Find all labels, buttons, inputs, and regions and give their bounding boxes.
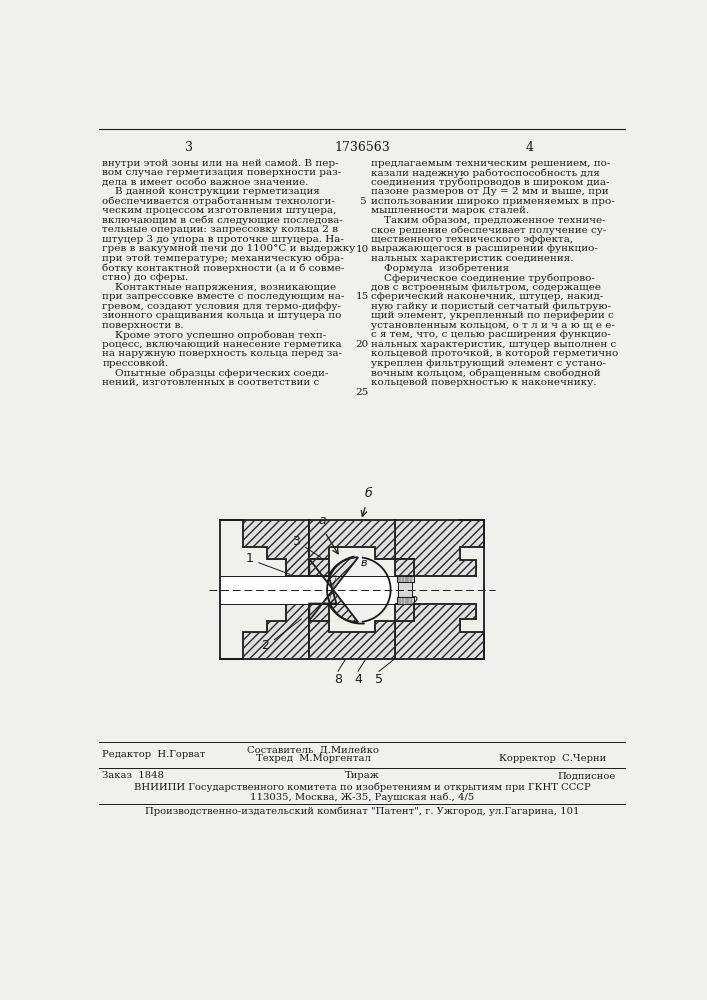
Text: Подписное: Подписное <box>557 771 615 780</box>
Text: 5: 5 <box>375 673 383 686</box>
Text: нальных характеристик соединения.: нальных характеристик соединения. <box>371 254 574 263</box>
Polygon shape <box>220 576 395 604</box>
Text: кольцевой поверхностью к наконечнику.: кольцевой поверхностью к наконечнику. <box>371 378 597 387</box>
Polygon shape <box>398 582 412 597</box>
Text: выражающегося в расширении функцио-: выражающегося в расширении функцио- <box>371 244 598 253</box>
Text: гревом, создают условия для термо-диффу-: гревом, создают условия для термо-диффу- <box>103 302 341 311</box>
Text: Редактор  Н.Горват: Редактор Н.Горват <box>103 750 206 759</box>
Polygon shape <box>309 620 395 659</box>
Text: внутри этой зоны или на ней самой. В пер-: внутри этой зоны или на ней самой. В пер… <box>103 158 339 167</box>
Text: использовании широко применяемых в про-: использовании широко применяемых в про- <box>371 197 615 206</box>
Polygon shape <box>309 557 358 620</box>
Polygon shape <box>395 604 414 620</box>
Text: Сферическое соединение трубопрово-: Сферическое соединение трубопрово- <box>371 273 595 283</box>
Text: 4: 4 <box>354 673 362 686</box>
Text: Составитель  Д.Милейко: Составитель Д.Милейко <box>247 745 379 754</box>
Polygon shape <box>309 559 329 576</box>
Text: 10: 10 <box>356 245 368 254</box>
Text: а: а <box>319 514 326 527</box>
Text: б: б <box>365 487 373 500</box>
Text: вом случае герметизация поверхности раз-: вом случае герметизация поверхности раз- <box>103 168 341 177</box>
Text: вочным кольцом, обращенным свободной: вочным кольцом, обращенным свободной <box>371 369 601 378</box>
Text: зионного сращивания кольца и штуцера по: зионного сращивания кольца и штуцера по <box>103 311 341 320</box>
Text: поверхности в.: поверхности в. <box>103 321 184 330</box>
Text: Тираж: Тираж <box>344 771 380 780</box>
Polygon shape <box>220 520 309 576</box>
Text: тельные операции: запрессовку кольца 2 в: тельные операции: запрессовку кольца 2 в <box>103 225 339 234</box>
Text: ВНИИПИ Государственного комитета по изобретениям и открытиям при ГКНТ СССР: ВНИИПИ Государственного комитета по изоб… <box>134 782 590 792</box>
Text: стно) до сферы.: стно) до сферы. <box>103 273 189 282</box>
Text: 3: 3 <box>292 535 300 548</box>
Text: Таким образом, предложенное техниче-: Таким образом, предложенное техниче- <box>371 216 606 225</box>
Text: В данной конструкции герметизация: В данной конструкции герметизация <box>103 187 320 196</box>
Text: сферический наконечник, штуцер, накид-: сферический наконечник, штуцер, накид- <box>371 292 604 301</box>
Text: укреплен фильтрующий элемент с устано-: укреплен фильтрующий элемент с устано- <box>371 359 606 368</box>
Text: 25: 25 <box>356 388 368 397</box>
Text: пазоне размеров от Ду = 2 мм и выше, при: пазоне размеров от Ду = 2 мм и выше, при <box>371 187 609 196</box>
Text: ботку контактной поверхности (а и б совме-: ботку контактной поверхности (а и б совм… <box>103 264 345 273</box>
Polygon shape <box>397 597 414 604</box>
Polygon shape <box>395 559 414 576</box>
Text: ское решение обеспечивает получение су-: ское решение обеспечивает получение су- <box>371 225 607 235</box>
Polygon shape <box>397 576 414 582</box>
Text: при этой температуре; механическую обра-: при этой температуре; механическую обра- <box>103 254 344 263</box>
Text: 1: 1 <box>245 552 254 565</box>
Text: 20: 20 <box>356 340 368 349</box>
Text: в: в <box>361 558 367 568</box>
Text: дела в имеет особо важное значение.: дела в имеет особо важное значение. <box>103 178 309 187</box>
Text: включающим в себя следующие последова-: включающим в себя следующие последова- <box>103 216 343 225</box>
Text: 5: 5 <box>358 197 366 206</box>
Text: Корректор  С.Черни: Корректор С.Черни <box>499 754 607 763</box>
Text: дов с встроенным фильтром, содержащее: дов с встроенным фильтром, содержащее <box>371 283 601 292</box>
Text: Формула  изобретения: Формула изобретения <box>371 264 509 273</box>
Text: грев в вакуумной печи до 1100°С и выдержку: грев в вакуумной печи до 1100°С и выдерж… <box>103 244 356 253</box>
Text: с я тем, что, с целью расширения функцио-: с я тем, что, с целью расширения функцио… <box>371 330 611 339</box>
Polygon shape <box>220 604 309 659</box>
Text: установленным кольцом, о т л и ч а ю щ е е-: установленным кольцом, о т л и ч а ю щ е… <box>371 321 615 330</box>
Text: Кроме этого успешно опробован техп-: Кроме этого успешно опробован техп- <box>103 330 327 340</box>
Polygon shape <box>309 604 329 620</box>
Text: мышленности марок сталей.: мышленности марок сталей. <box>371 206 530 215</box>
Text: Производственно-издательский комбинат "Патент", г. Ужгород, ул.Гагарина, 101: Производственно-издательский комбинат "П… <box>145 807 579 816</box>
Text: ную гайку и пористый сетчатый фильтрую-: ную гайку и пористый сетчатый фильтрую- <box>371 302 612 311</box>
Text: соединения трубопроводов в широком диа-: соединения трубопроводов в широком диа- <box>371 178 609 187</box>
Text: 8: 8 <box>334 673 342 686</box>
Text: на наружную поверхность кольца перед за-: на наружную поверхность кольца перед за- <box>103 349 342 358</box>
Text: 2: 2 <box>410 595 418 608</box>
Polygon shape <box>395 520 484 576</box>
Polygon shape <box>309 559 358 622</box>
Text: Техред  М.Моргентал: Техред М.Моргентал <box>256 754 370 763</box>
Text: щий элемент, укрепленный по периферии с: щий элемент, укрепленный по периферии с <box>371 311 614 320</box>
Text: казали надежную работоспособность для: казали надежную работоспособность для <box>371 168 600 178</box>
Polygon shape <box>395 604 484 659</box>
Text: прессовкой.: прессовкой. <box>103 359 168 368</box>
Text: Контактные напряжения, возникающие: Контактные напряжения, возникающие <box>103 283 337 292</box>
Text: обеспечивается отработанным технологи-: обеспечивается отработанным технологи- <box>103 197 335 206</box>
Text: щественного технического эффекта,: щественного технического эффекта, <box>371 235 573 244</box>
Text: при запрессовке вместе с последующим на-: при запрессовке вместе с последующим на- <box>103 292 345 301</box>
Text: нений, изготовленных в соответствии с: нений, изготовленных в соответствии с <box>103 378 320 387</box>
Polygon shape <box>309 520 395 559</box>
Text: 1736563: 1736563 <box>334 141 390 154</box>
Text: Заказ  1848: Заказ 1848 <box>103 771 164 780</box>
Text: Опытные образцы сферических соеди-: Опытные образцы сферических соеди- <box>103 369 329 378</box>
Text: кольцевой проточкой, в которой герметично: кольцевой проточкой, в которой герметичн… <box>371 349 619 358</box>
Text: 113035, Москва, Ж-35, Раушская наб., 4/5: 113035, Москва, Ж-35, Раушская наб., 4/5 <box>250 792 474 802</box>
Text: 15: 15 <box>356 292 368 301</box>
Text: роцесс, включающий нанесение герметика: роцесс, включающий нанесение герметика <box>103 340 342 349</box>
Text: штуцер 3 до упора в проточке штуцера. На-: штуцер 3 до упора в проточке штуцера. На… <box>103 235 344 244</box>
Text: предлагаемым техническим решением, по-: предлагаемым техническим решением, по- <box>371 158 611 167</box>
Text: 2: 2 <box>261 639 269 652</box>
Text: 3: 3 <box>185 141 193 154</box>
Text: ческим процессом изготовления штуцера,: ческим процессом изготовления штуцера, <box>103 206 337 215</box>
Text: 4: 4 <box>526 141 534 154</box>
Text: нальных характеристик, штуцер выполнен с: нальных характеристик, штуцер выполнен с <box>371 340 617 349</box>
